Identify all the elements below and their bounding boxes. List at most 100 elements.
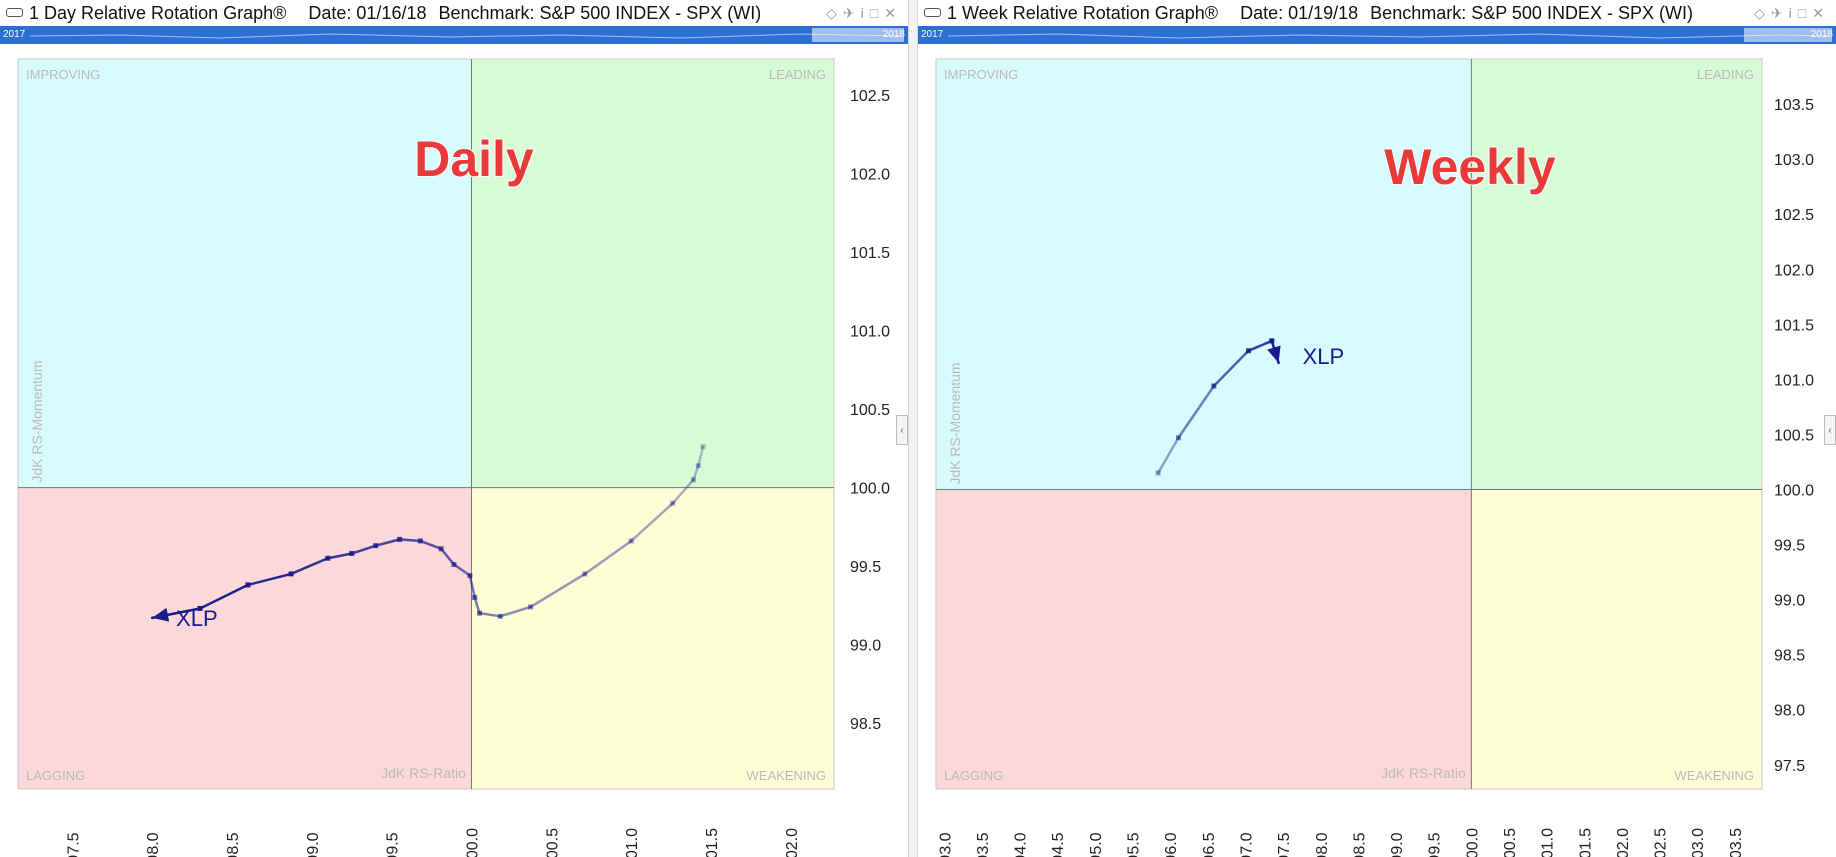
quadrant-weakening (471, 487, 834, 789)
collapse-handle[interactable]: ‹ (1824, 415, 1836, 445)
tail-point (451, 562, 457, 568)
tail-point (582, 571, 588, 577)
tail-segment (289, 556, 330, 576)
link-icon[interactable]: ◇ (1754, 5, 1771, 21)
daily-timeline-slider[interactable]: 2017 2018 (0, 26, 908, 44)
timeline-end-label: 2018 (882, 29, 905, 40)
quadrant-label-improving: IMPROVING (26, 67, 100, 82)
info-icon[interactable]: i (1788, 5, 1798, 21)
timeline-sparkline (947, 28, 1832, 42)
x-tick-label: 99.5 (385, 832, 402, 857)
y-tick-label: 99.0 (850, 638, 881, 655)
weekly-title: 1 Week Relative Rotation Graph® (947, 3, 1219, 23)
tail-point (695, 463, 701, 469)
close-icon[interactable]: ✕ (1812, 5, 1830, 21)
y-tick-label: 99.0 (1774, 593, 1805, 610)
tail-segment (478, 611, 502, 618)
y-tick-label: 98.5 (1774, 648, 1805, 665)
tail-segment (529, 572, 587, 609)
x-tick-label: 93.0 (937, 832, 954, 857)
tail-segment (398, 538, 422, 543)
tail-segment (374, 538, 401, 547)
plot-frame (17, 58, 835, 790)
weekly-benchmark: Benchmark: S&P 500 INDEX - SPX (WI) (1370, 3, 1693, 23)
quadrant-label-weakening: WEAKENING (747, 768, 826, 783)
x-tick-label: 102.0 (784, 828, 801, 857)
x-tick-label: 98.5 (225, 832, 242, 857)
series-arrowhead (152, 607, 170, 622)
tail-point (472, 594, 478, 600)
chart-overlay-title: Weekly (1384, 139, 1556, 195)
tail-point (1245, 348, 1251, 354)
pin-icon[interactable]: ✈ (1770, 5, 1789, 21)
link-icon[interactable]: ◇ (826, 5, 843, 21)
x-tick-label: 101.5 (704, 828, 721, 857)
panel-divider[interactable] (908, 0, 918, 857)
x-tick-label: 102.5 (1653, 828, 1670, 857)
tail-segment (473, 596, 481, 615)
window-controls: ◇✈i□✕ (826, 0, 902, 26)
series-label: XLP (1303, 344, 1345, 369)
tail-point (438, 546, 444, 552)
x-tick-label: 98.0 (1314, 832, 1331, 857)
close-icon[interactable]: ✕ (884, 5, 902, 21)
y-tick-label: 103.5 (1774, 97, 1814, 114)
quadrant-lagging (18, 487, 472, 789)
timeline-sparkline (29, 28, 904, 42)
tail-point (628, 538, 634, 544)
maximize-icon[interactable]: □ (869, 5, 885, 21)
plot-frame (935, 58, 1763, 790)
x-tick-label: 100.5 (1502, 828, 1519, 857)
quadrant-label-lagging: LAGGING (26, 768, 85, 783)
tail-segment (692, 464, 700, 481)
tail-segment (419, 539, 443, 551)
x-tick-label: 103.5 (1728, 828, 1745, 857)
y-tick-label: 102.0 (1774, 262, 1814, 279)
daily-date: Date: 01/16/18 (308, 3, 427, 23)
collapse-handle[interactable]: ‹ (896, 415, 908, 445)
x-tick-label: 93.5 (975, 832, 992, 857)
y-tick-label: 100.0 (1774, 483, 1814, 500)
weekly-timeline-slider[interactable]: 2017 2018 (918, 26, 1836, 44)
tail-point (349, 551, 355, 557)
quadrant-label-lagging: LAGGING (944, 768, 1003, 783)
x-axis-title: JdK RS-Ratio (1381, 765, 1466, 781)
chart-window-icon (924, 8, 941, 18)
y-tick-label: 99.5 (1774, 538, 1805, 555)
timeline-end-label: 2018 (1810, 29, 1833, 40)
quadrant-leading (471, 59, 834, 488)
pin-icon[interactable]: ✈ (842, 5, 861, 21)
daily-rrg-chart: IMPROVING LEADING LAGGING WEAKENING JdK RS-R… (17, 58, 890, 857)
y-tick-label: 102.5 (850, 88, 890, 105)
tail-point (288, 571, 294, 577)
maximize-icon[interactable]: □ (1797, 5, 1813, 21)
tail-segment (499, 605, 532, 618)
x-tick-label: 100.5 (544, 828, 561, 857)
x-tick-label: 100.0 (1464, 828, 1481, 857)
daily-title-bar: 1 Day Relative Rotation Graph® Date: 01/1… (0, 0, 908, 26)
y-tick-label: 102.0 (850, 167, 890, 184)
x-tick-label: 95.5 (1126, 832, 1143, 857)
info-icon[interactable]: i (860, 5, 870, 21)
tail-segment (452, 563, 472, 577)
tail-segment (439, 547, 456, 566)
y-tick-label: 102.5 (1774, 207, 1814, 224)
window-controls: ◇✈i□✕ (1754, 0, 1830, 26)
y-tick-label: 101.5 (850, 245, 890, 262)
x-tick-label: 97.5 (65, 832, 82, 857)
quadrant-lagging (936, 489, 1472, 789)
tail-point (528, 604, 534, 610)
tail-point (325, 555, 331, 561)
x-tick-label: 94.0 (1013, 832, 1030, 857)
timeline-start-label: 2017 (3, 29, 26, 40)
x-axis-title: JdK RS-Ratio (381, 765, 466, 781)
tail-point (690, 477, 696, 483)
tail-point (245, 582, 251, 588)
quadrant-improving (936, 59, 1472, 490)
x-tick-label: 103.0 (1690, 828, 1707, 857)
daily-title: 1 Day Relative Rotation Graph® (29, 3, 287, 23)
tail-segment (1156, 436, 1180, 475)
quadrant-improving (18, 59, 472, 488)
tail-point (417, 538, 423, 544)
quadrant-weakening (1471, 489, 1762, 789)
